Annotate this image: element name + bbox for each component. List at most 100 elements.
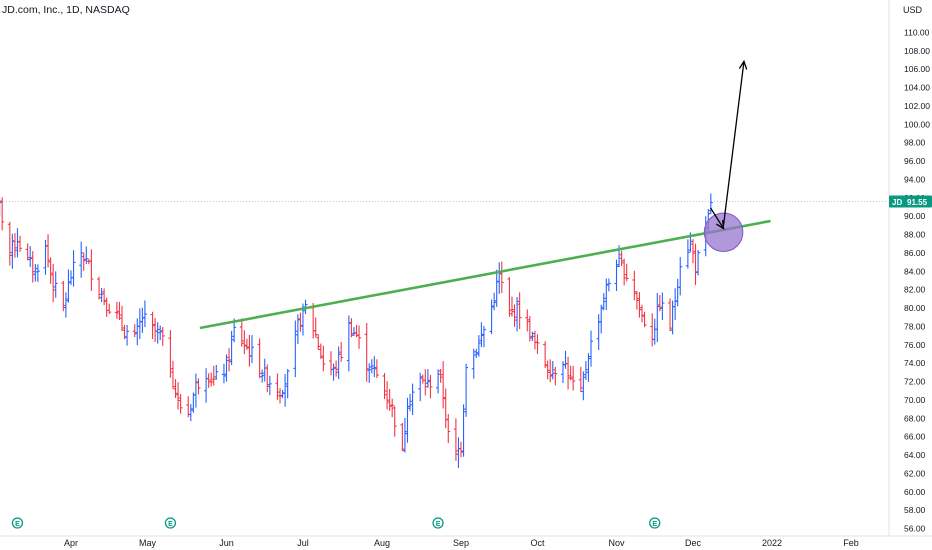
ohlc-bars (0, 193, 713, 468)
ohlc-bar (632, 270, 637, 301)
ohlc-bar (459, 441, 464, 458)
ohlc-bar (71, 250, 76, 287)
ohlc-bar (188, 404, 193, 422)
ohlc-bar (443, 388, 448, 429)
ohlc-bar (357, 325, 362, 349)
ohlc-bar (550, 360, 555, 380)
ohlc-bar (637, 292, 642, 318)
ohlc-bar (543, 341, 548, 369)
y-tick-label: 72.00 (904, 377, 926, 387)
ohlc-bar (18, 235, 23, 253)
ohlc-bar (295, 314, 300, 345)
ohlc-bar (655, 292, 660, 343)
ohlc-bar (581, 371, 586, 401)
ohlc-bar (351, 327, 356, 336)
ohlc-bar (125, 324, 130, 346)
ohlc-bar (119, 305, 124, 331)
x-tick-label: Feb (843, 538, 859, 548)
ohlc-bar (43, 239, 48, 275)
ohlc-bar (696, 249, 701, 276)
ohlc-bar (191, 392, 196, 413)
ohlc-bar (708, 193, 713, 215)
ohlc-bar (586, 353, 591, 382)
ohlc-bar (0, 197, 5, 231)
ohlc-bar (392, 406, 397, 437)
x-tick-label: Sep (453, 538, 469, 548)
ohlc-bar (461, 404, 466, 457)
ohlc-bar (634, 291, 639, 310)
ohlc-bar (515, 297, 520, 332)
earnings-icon: E (11, 517, 24, 529)
ohlc-bar (321, 345, 326, 372)
ohlc-bar (173, 379, 178, 399)
ohlc-bar (316, 334, 321, 351)
y-tick-label: 98.00 (904, 138, 926, 148)
ohlc-bar (242, 330, 247, 355)
earnings-icon: E (432, 517, 444, 529)
ohlc-bar (84, 246, 89, 264)
last-price-value: 91.55 (907, 198, 928, 207)
last-price-symbol: JD (892, 198, 902, 207)
ohlc-bar (685, 239, 690, 269)
ohlc-bar (107, 303, 112, 315)
ohlc-bar (678, 257, 683, 296)
ohlc-bar (204, 368, 209, 403)
ohlc-bar (364, 322, 369, 382)
y-tick-label: 78.00 (904, 321, 926, 331)
ohlc-bar (441, 361, 446, 409)
ohlc-bar (390, 398, 395, 418)
ohlc-bar (652, 318, 657, 345)
y-tick-label: 74.00 (904, 358, 926, 368)
y-tick-label: 86.00 (904, 248, 926, 258)
ohlc-bar (229, 330, 234, 366)
ohlc-bar (283, 374, 288, 407)
ohlc-bar (578, 366, 583, 392)
ohlc-bar (471, 348, 476, 379)
x-tick-label: Aug (374, 538, 390, 548)
ohlc-bar (63, 292, 68, 318)
ohlc-bar (385, 381, 390, 410)
ohlc-bar (339, 342, 344, 362)
ohlc-bar (265, 364, 270, 393)
ohlc-bar (206, 373, 211, 388)
ohlc-bar (425, 369, 430, 388)
ohlc-bar (599, 304, 604, 334)
ohlc-bar (318, 343, 323, 360)
y-tick-label: 70.00 (904, 395, 926, 405)
ohlc-bar (507, 277, 512, 317)
ohlc-bar (135, 318, 140, 346)
ohlc-bar (280, 389, 285, 399)
ohlc-bar (545, 360, 550, 380)
ohlc-bar (423, 369, 428, 396)
earnings-icon: E (649, 517, 661, 529)
y-tick-label: 110.00 (904, 28, 930, 38)
y-tick-label: 64.00 (904, 450, 926, 460)
y-tick-label: 66.00 (904, 432, 926, 442)
y-tick-label: 106.00 (904, 64, 930, 74)
ohlc-bar (48, 257, 53, 284)
ohlc-bar (211, 365, 216, 386)
x-tick-label: 2022 (762, 538, 782, 548)
ohlc-bar (604, 278, 609, 310)
x-tick-label: Dec (685, 538, 702, 548)
ohlc-bar (155, 322, 160, 344)
ohlc-bar (530, 331, 535, 342)
ohlc-bar (624, 263, 629, 282)
ohlc-bar (12, 233, 17, 258)
earnings-icon-ring (11, 517, 24, 529)
ohlc-bar (372, 356, 377, 378)
ohlc-bar (497, 262, 502, 294)
ohlc-bar (657, 295, 662, 312)
earnings-icon: E (164, 517, 177, 529)
up-arrow-head (738, 59, 748, 70)
ohlc-bar (596, 314, 601, 350)
y-tick-label: 80.00 (904, 303, 926, 313)
ohlc-bar (464, 363, 469, 417)
earnings-icon-letter: E (168, 521, 173, 528)
ohlc-bar (489, 299, 494, 335)
ohlc-bar (81, 252, 86, 271)
earnings-icon-ring (649, 517, 661, 529)
ohlc-bar (606, 278, 611, 292)
